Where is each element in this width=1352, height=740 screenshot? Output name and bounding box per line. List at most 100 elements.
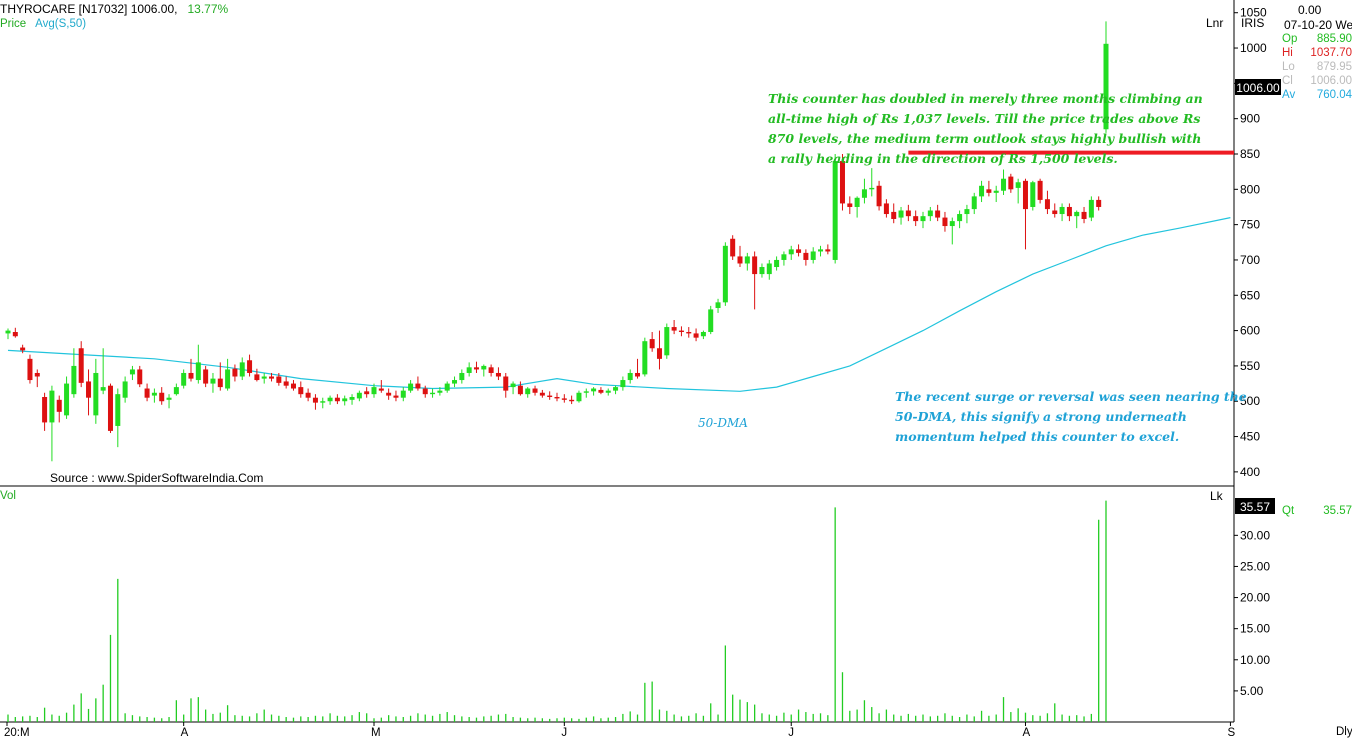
candle-body xyxy=(327,397,333,402)
source-label: Source : www.SpiderSoftwareIndia.Com xyxy=(50,471,264,485)
candle-body xyxy=(393,395,399,398)
candle-body xyxy=(27,358,33,381)
candle-body xyxy=(861,189,867,198)
candle-body xyxy=(1074,211,1080,217)
candle-body xyxy=(635,372,641,377)
time-tick-label: M xyxy=(371,727,381,739)
candle-body xyxy=(1103,43,1109,130)
candle-body xyxy=(839,161,845,204)
volume-axis: 5.00 10.00 15.00 20.00 25.00 30.00 xyxy=(1234,528,1270,698)
price-tick-label: 850 xyxy=(1240,147,1260,161)
candle-body xyxy=(693,333,699,338)
candle-body xyxy=(942,217,948,227)
ohlc-low-label: Lo xyxy=(1282,61,1295,73)
candle-body xyxy=(979,185,985,197)
candle-body xyxy=(854,197,860,207)
time-tick-label: J xyxy=(561,727,567,739)
candle-body xyxy=(173,387,179,395)
candle-body xyxy=(642,341,648,375)
candle-body xyxy=(386,392,392,396)
indicator-label[interactable]: Price xyxy=(0,18,27,30)
price-tick-label: 900 xyxy=(1240,112,1260,126)
candle-body xyxy=(415,383,421,389)
price-tick-label: 550 xyxy=(1240,359,1260,373)
indicator-name[interactable]: Avg(S,50) xyxy=(35,18,87,30)
candle-body xyxy=(678,330,684,333)
volume-qty: Qt 35.57 xyxy=(1282,504,1352,518)
annotation-bottom-line: momentum helped this counter to excel. xyxy=(895,429,1180,444)
candle-body xyxy=(964,209,970,215)
candle-body xyxy=(664,327,670,356)
candle-body xyxy=(225,369,231,389)
volume-series xyxy=(7,500,1107,722)
price-tick-label: 1050 xyxy=(1240,6,1267,20)
candle-body xyxy=(49,390,55,423)
price-tick-label: 600 xyxy=(1240,324,1260,338)
candle-body xyxy=(400,390,406,398)
candle-body xyxy=(525,388,531,395)
candle-body xyxy=(700,332,706,337)
ohlc-close-label: Cl xyxy=(1282,75,1293,87)
candle-body xyxy=(1096,199,1102,207)
candle-body xyxy=(927,210,933,217)
candle-body xyxy=(203,369,209,384)
candle-body xyxy=(1037,180,1043,200)
system-name: IRIS xyxy=(1241,16,1265,30)
candle-body xyxy=(481,365,487,370)
candle-body xyxy=(488,367,494,373)
price-tick-label: 700 xyxy=(1240,253,1260,267)
volume-label: Vol xyxy=(0,490,16,502)
candle-body xyxy=(569,399,575,402)
candle-body xyxy=(605,390,611,393)
candle-body xyxy=(1022,180,1028,210)
ohlc-close: Cl 1006.00 xyxy=(1282,74,1352,88)
candle-body xyxy=(832,161,838,260)
candle-body xyxy=(269,376,275,379)
date-label: 07-10-20 We xyxy=(1284,18,1352,32)
candle-body xyxy=(876,185,882,207)
volume-unit: Lk xyxy=(1210,489,1223,503)
candle-body xyxy=(100,387,106,391)
dma50-line xyxy=(7,217,1231,392)
candle-body xyxy=(408,383,414,391)
volume-tick-label: 20.00 xyxy=(1240,591,1270,605)
candle-body xyxy=(561,398,567,400)
time-tick-label: A xyxy=(181,727,189,739)
candle-body xyxy=(883,203,889,215)
ohlc-close-value: 1006.00 xyxy=(1310,75,1352,87)
candle-body xyxy=(1052,210,1058,215)
candle-body xyxy=(891,211,897,219)
candle-body xyxy=(576,392,582,402)
candle-body xyxy=(232,368,238,377)
last-volume-badge: 35.57 xyxy=(1240,500,1270,514)
dma-label: 50-DMA xyxy=(698,416,748,430)
scale-mode[interactable]: Lnr xyxy=(1206,16,1224,30)
candle-body xyxy=(620,380,626,388)
candle-body xyxy=(803,252,809,260)
top-value: 0.00 xyxy=(1298,3,1322,17)
candle-body xyxy=(752,256,758,275)
ohlc-open: Op 885.90 xyxy=(1282,32,1352,46)
candle-body xyxy=(107,385,113,431)
candle-body xyxy=(898,210,904,218)
candle-body xyxy=(913,216,919,222)
candle-body xyxy=(115,394,121,426)
last-price: 1006.00, xyxy=(130,2,178,16)
period-label[interactable]: Dly xyxy=(1336,726,1352,738)
annotation-top: This counter has doubled in merely three… xyxy=(768,89,1203,169)
candle-body xyxy=(34,372,40,377)
last-volume-badge-bg xyxy=(1235,498,1275,514)
symbol-label: THYROCARE [N17032] xyxy=(0,2,128,16)
candle-body xyxy=(195,362,201,381)
candle-body xyxy=(532,388,538,393)
candle-body xyxy=(708,309,714,333)
candle-body xyxy=(437,390,443,393)
candle-body xyxy=(349,396,355,400)
candle-body xyxy=(583,391,589,393)
candle-body xyxy=(503,376,509,391)
candle-body xyxy=(796,249,802,253)
candle-body xyxy=(151,392,157,396)
candle-body xyxy=(188,372,194,379)
candle-body xyxy=(290,383,296,389)
